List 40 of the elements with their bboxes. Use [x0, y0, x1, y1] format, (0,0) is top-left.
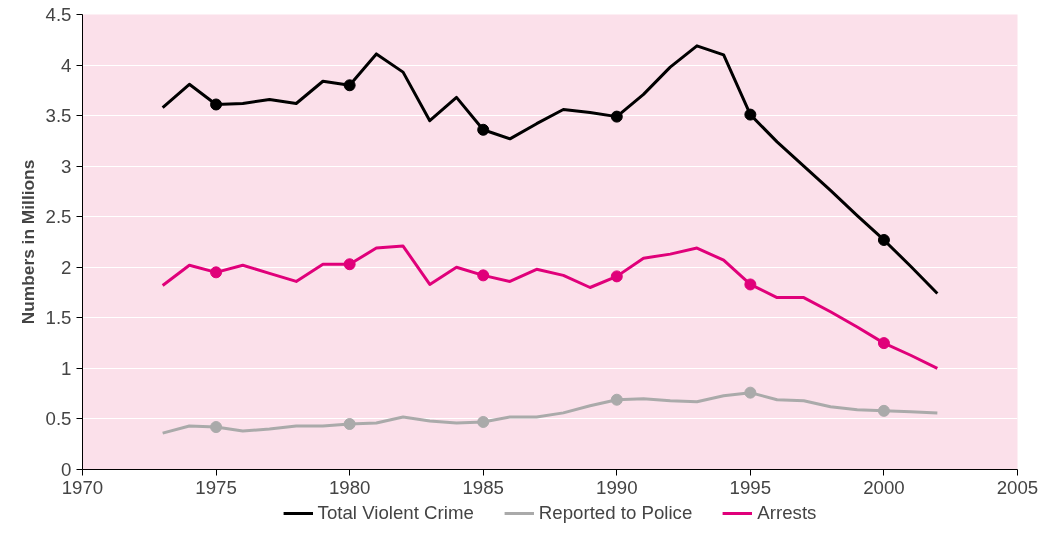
x-tick-label: 1975 — [195, 476, 237, 498]
y-tick-label: 1.5 — [45, 307, 72, 329]
point — [610, 270, 623, 283]
point — [877, 233, 890, 246]
point — [477, 123, 490, 136]
point — [744, 386, 757, 399]
y-tick-label: 3 — [61, 155, 72, 177]
point — [210, 421, 223, 434]
x-tick-label: 2000 — [863, 476, 905, 498]
legend-label: Reported to Police — [538, 502, 693, 524]
point — [477, 269, 490, 282]
point — [210, 266, 223, 279]
point — [744, 108, 757, 121]
y-tick-label: 4 — [61, 54, 72, 76]
point — [877, 404, 890, 417]
point — [210, 98, 223, 111]
point — [477, 415, 490, 428]
point — [610, 393, 623, 406]
point — [343, 418, 356, 430]
y-tick-label: 1 — [61, 357, 72, 379]
point — [343, 258, 356, 271]
y-tick-label: 3.5 — [45, 105, 72, 127]
legend-label: Total Violent Crime — [317, 502, 474, 524]
y-axis-title: Numbers in Millions — [17, 159, 38, 325]
x-tick-label: 1985 — [462, 476, 504, 498]
x-tick-label: 2005 — [996, 476, 1039, 498]
x-tick-label: 1980 — [328, 476, 371, 498]
y-tick-label: 4.5 — [45, 4, 72, 25]
line-series — [161, 244, 939, 370]
x-tick-label: 1995 — [729, 476, 772, 498]
line-series — [161, 44, 939, 296]
point — [610, 110, 623, 123]
legend-label: Arrests — [757, 502, 817, 524]
point — [877, 337, 890, 350]
point — [343, 79, 356, 92]
point — [744, 278, 757, 291]
y-tick-label: 0.5 — [45, 408, 72, 430]
x-tick-label: 1990 — [596, 476, 638, 498]
y-tick-label: 2 — [61, 256, 72, 278]
y-tick-label: 2.5 — [45, 206, 72, 228]
